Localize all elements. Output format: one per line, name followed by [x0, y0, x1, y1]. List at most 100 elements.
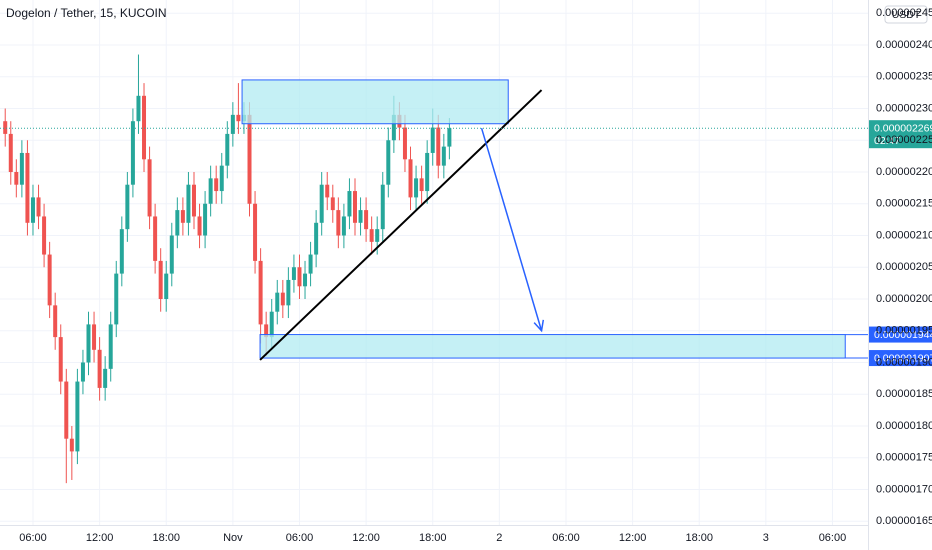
last-price-box [869, 120, 932, 149]
y-tick-label: 0.0000022500 [876, 134, 932, 146]
candle-body [447, 128, 452, 147]
candle-body [386, 140, 391, 185]
y-tick-label: 0.0000021000 [876, 229, 932, 241]
currency-label: USDT [892, 9, 921, 21]
candle-body [441, 146, 446, 166]
candle-body [69, 438, 74, 452]
y-tick-label: 0.0000018500 [876, 388, 932, 400]
x-tick-label: 18:00 [685, 532, 713, 544]
candle-body [369, 229, 374, 242]
candle-body [114, 273, 119, 325]
chart-title: Dogelon / Tether, 15, KUCOIN [6, 6, 167, 20]
x-tick-label: 18:00 [152, 532, 180, 544]
price-label-box [869, 350, 932, 367]
candle-body [169, 235, 174, 274]
candle-body [208, 178, 213, 204]
candle-body [264, 324, 269, 338]
candle-body [286, 279, 291, 306]
x-tick-label: 12:00 [86, 532, 114, 544]
y-tick-label: 0.0000024000 [876, 39, 932, 51]
y-tick-label: 0.0000016500 [876, 515, 932, 527]
candle-body [225, 133, 230, 166]
candle-body [142, 95, 147, 160]
y-tick-label: 0.0000023000 [876, 102, 932, 114]
x-tick-label: 3 [763, 532, 769, 544]
y-tick-label: 0.0000021500 [876, 198, 932, 210]
candle-body [380, 184, 385, 230]
candle-body [203, 203, 208, 236]
zone [241, 79, 509, 125]
candle-body [153, 216, 158, 261]
candle-body [80, 362, 85, 382]
candle-body [319, 184, 324, 223]
candle-body [414, 178, 419, 198]
candle-body [352, 191, 357, 223]
candle-body [136, 95, 141, 122]
candle-body [75, 381, 80, 452]
x-tick-label: Nov [223, 532, 243, 544]
candle-body [197, 216, 202, 236]
candle-body [314, 222, 319, 255]
candle-body [430, 127, 435, 153]
x-tick-label: 06:00 [819, 532, 847, 544]
candle-body [175, 210, 180, 236]
currency-badge [884, 5, 928, 24]
y-tick-label: 0.0000024500 [876, 7, 932, 19]
x-tick-label: 06:00 [19, 532, 47, 544]
candle-body [308, 254, 313, 274]
candle-body [125, 184, 130, 230]
candle-body [402, 127, 407, 160]
candle-body [375, 229, 380, 242]
price-label-box [869, 326, 932, 343]
y-tick-label: 0.0000020500 [876, 261, 932, 273]
candle-body [186, 184, 191, 223]
x-tick-label: 18:00 [419, 532, 447, 544]
candle-body [297, 267, 302, 287]
candle-body [180, 210, 185, 223]
candle-body [108, 324, 113, 369]
candle-body [103, 368, 108, 388]
x-tick-label: 06:00 [286, 532, 314, 544]
candle-body [130, 121, 135, 185]
arrow-head [533, 319, 545, 333]
candle-body [219, 165, 224, 192]
candle-body [58, 337, 63, 382]
trendline [259, 89, 543, 361]
candle-body [391, 114, 396, 141]
candle-body [3, 121, 8, 134]
candle-body [419, 178, 424, 192]
candle-body [280, 292, 285, 306]
candle-body [425, 152, 430, 192]
candle-body [8, 133, 13, 173]
x-tick-label: 06:00 [552, 532, 580, 544]
candle-body [347, 191, 352, 217]
candle-body [158, 260, 163, 300]
candle-body [230, 114, 235, 134]
candle-body [247, 114, 252, 204]
y-tick-label: 0.0000022000 [876, 166, 932, 178]
x-tick-label: 12:00 [352, 532, 380, 544]
countdown: 02:47 [874, 135, 900, 147]
zone [259, 334, 846, 359]
arrow [480, 127, 543, 331]
candle-body [436, 127, 441, 166]
candle-body [236, 114, 241, 122]
candle-body [164, 273, 169, 300]
candle-body [336, 210, 341, 236]
candle-body [258, 260, 263, 325]
candle-body [275, 292, 280, 312]
y-tick-label: 0.0000023500 [876, 71, 932, 83]
y-tick-label: 0.0000020000 [876, 293, 932, 305]
candle-body [14, 172, 19, 185]
candle-body [19, 152, 24, 185]
y-tick-label: 0.0000019500 [876, 325, 932, 337]
candle-body [97, 349, 102, 388]
candle-body [25, 152, 30, 223]
candle-body [191, 184, 196, 217]
candle-body [408, 159, 413, 198]
candle-body [53, 305, 58, 338]
candle-body [214, 178, 219, 192]
candle-body [92, 324, 97, 350]
y-tick-label: 0.0000019000 [876, 356, 932, 368]
candle-body [147, 159, 152, 217]
